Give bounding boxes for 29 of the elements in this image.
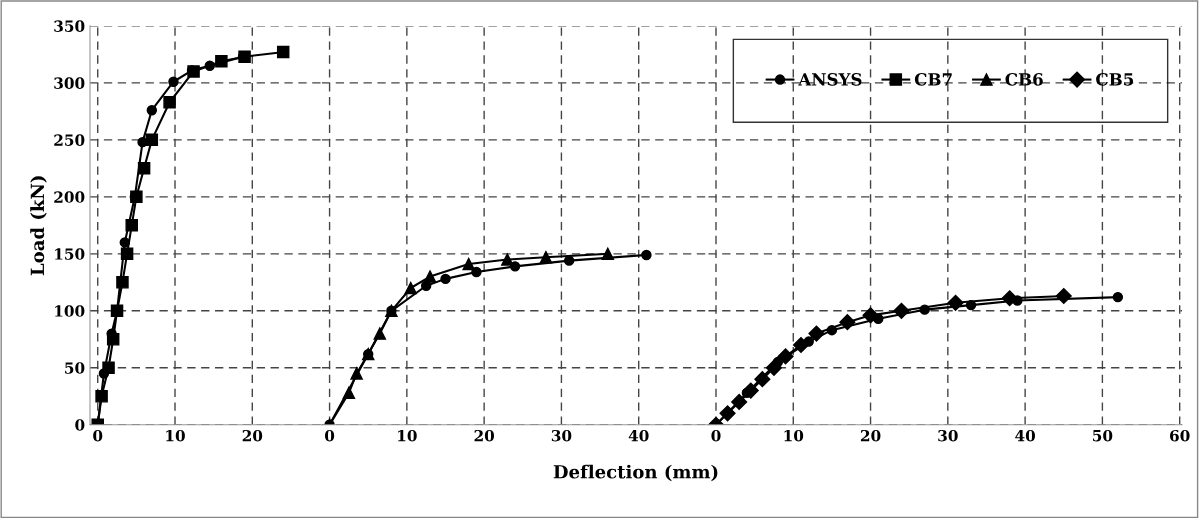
- legend-label: CB7: [914, 73, 952, 86]
- x-tick-label: 60: [1170, 429, 1190, 442]
- y-tick-label: 0: [75, 419, 85, 431]
- y-axis-title: Load (kN): [30, 176, 47, 276]
- y-tick-label: 150: [55, 248, 85, 260]
- x-tick-label: 10: [784, 429, 804, 442]
- x-tick-label: 30: [938, 429, 958, 442]
- x-tick-label: 40: [1015, 429, 1036, 442]
- x-tick-label: 20: [242, 429, 263, 442]
- y-tick-label: 100: [55, 305, 85, 317]
- y-tick-label: 300: [54, 77, 85, 89]
- legend-label: CB6: [1005, 73, 1043, 86]
- y-tick-label: 250: [54, 134, 85, 146]
- x-tick-label: 30: [551, 429, 572, 442]
- x-tick-label: 0: [324, 429, 335, 442]
- x-tick-label: 10: [398, 429, 417, 442]
- x-tick-label: 0: [93, 429, 103, 442]
- x-tick-label: 20: [474, 429, 495, 442]
- x-tick-label: 20: [860, 429, 881, 442]
- x-tick-label: 0: [711, 429, 721, 442]
- x-axis-title: Deflection (mm): [553, 464, 718, 482]
- legend-label: ANSYS: [798, 73, 862, 86]
- y-tick-label: 50: [65, 362, 85, 374]
- y-tick-label: 350: [54, 20, 85, 32]
- x-tick-label: 10: [166, 429, 185, 442]
- x-tick-label: 50: [1093, 429, 1113, 442]
- y-tick-label: 200: [54, 191, 85, 203]
- legend-label: CB5: [1096, 73, 1134, 86]
- x-tick-label: 40: [628, 429, 649, 442]
